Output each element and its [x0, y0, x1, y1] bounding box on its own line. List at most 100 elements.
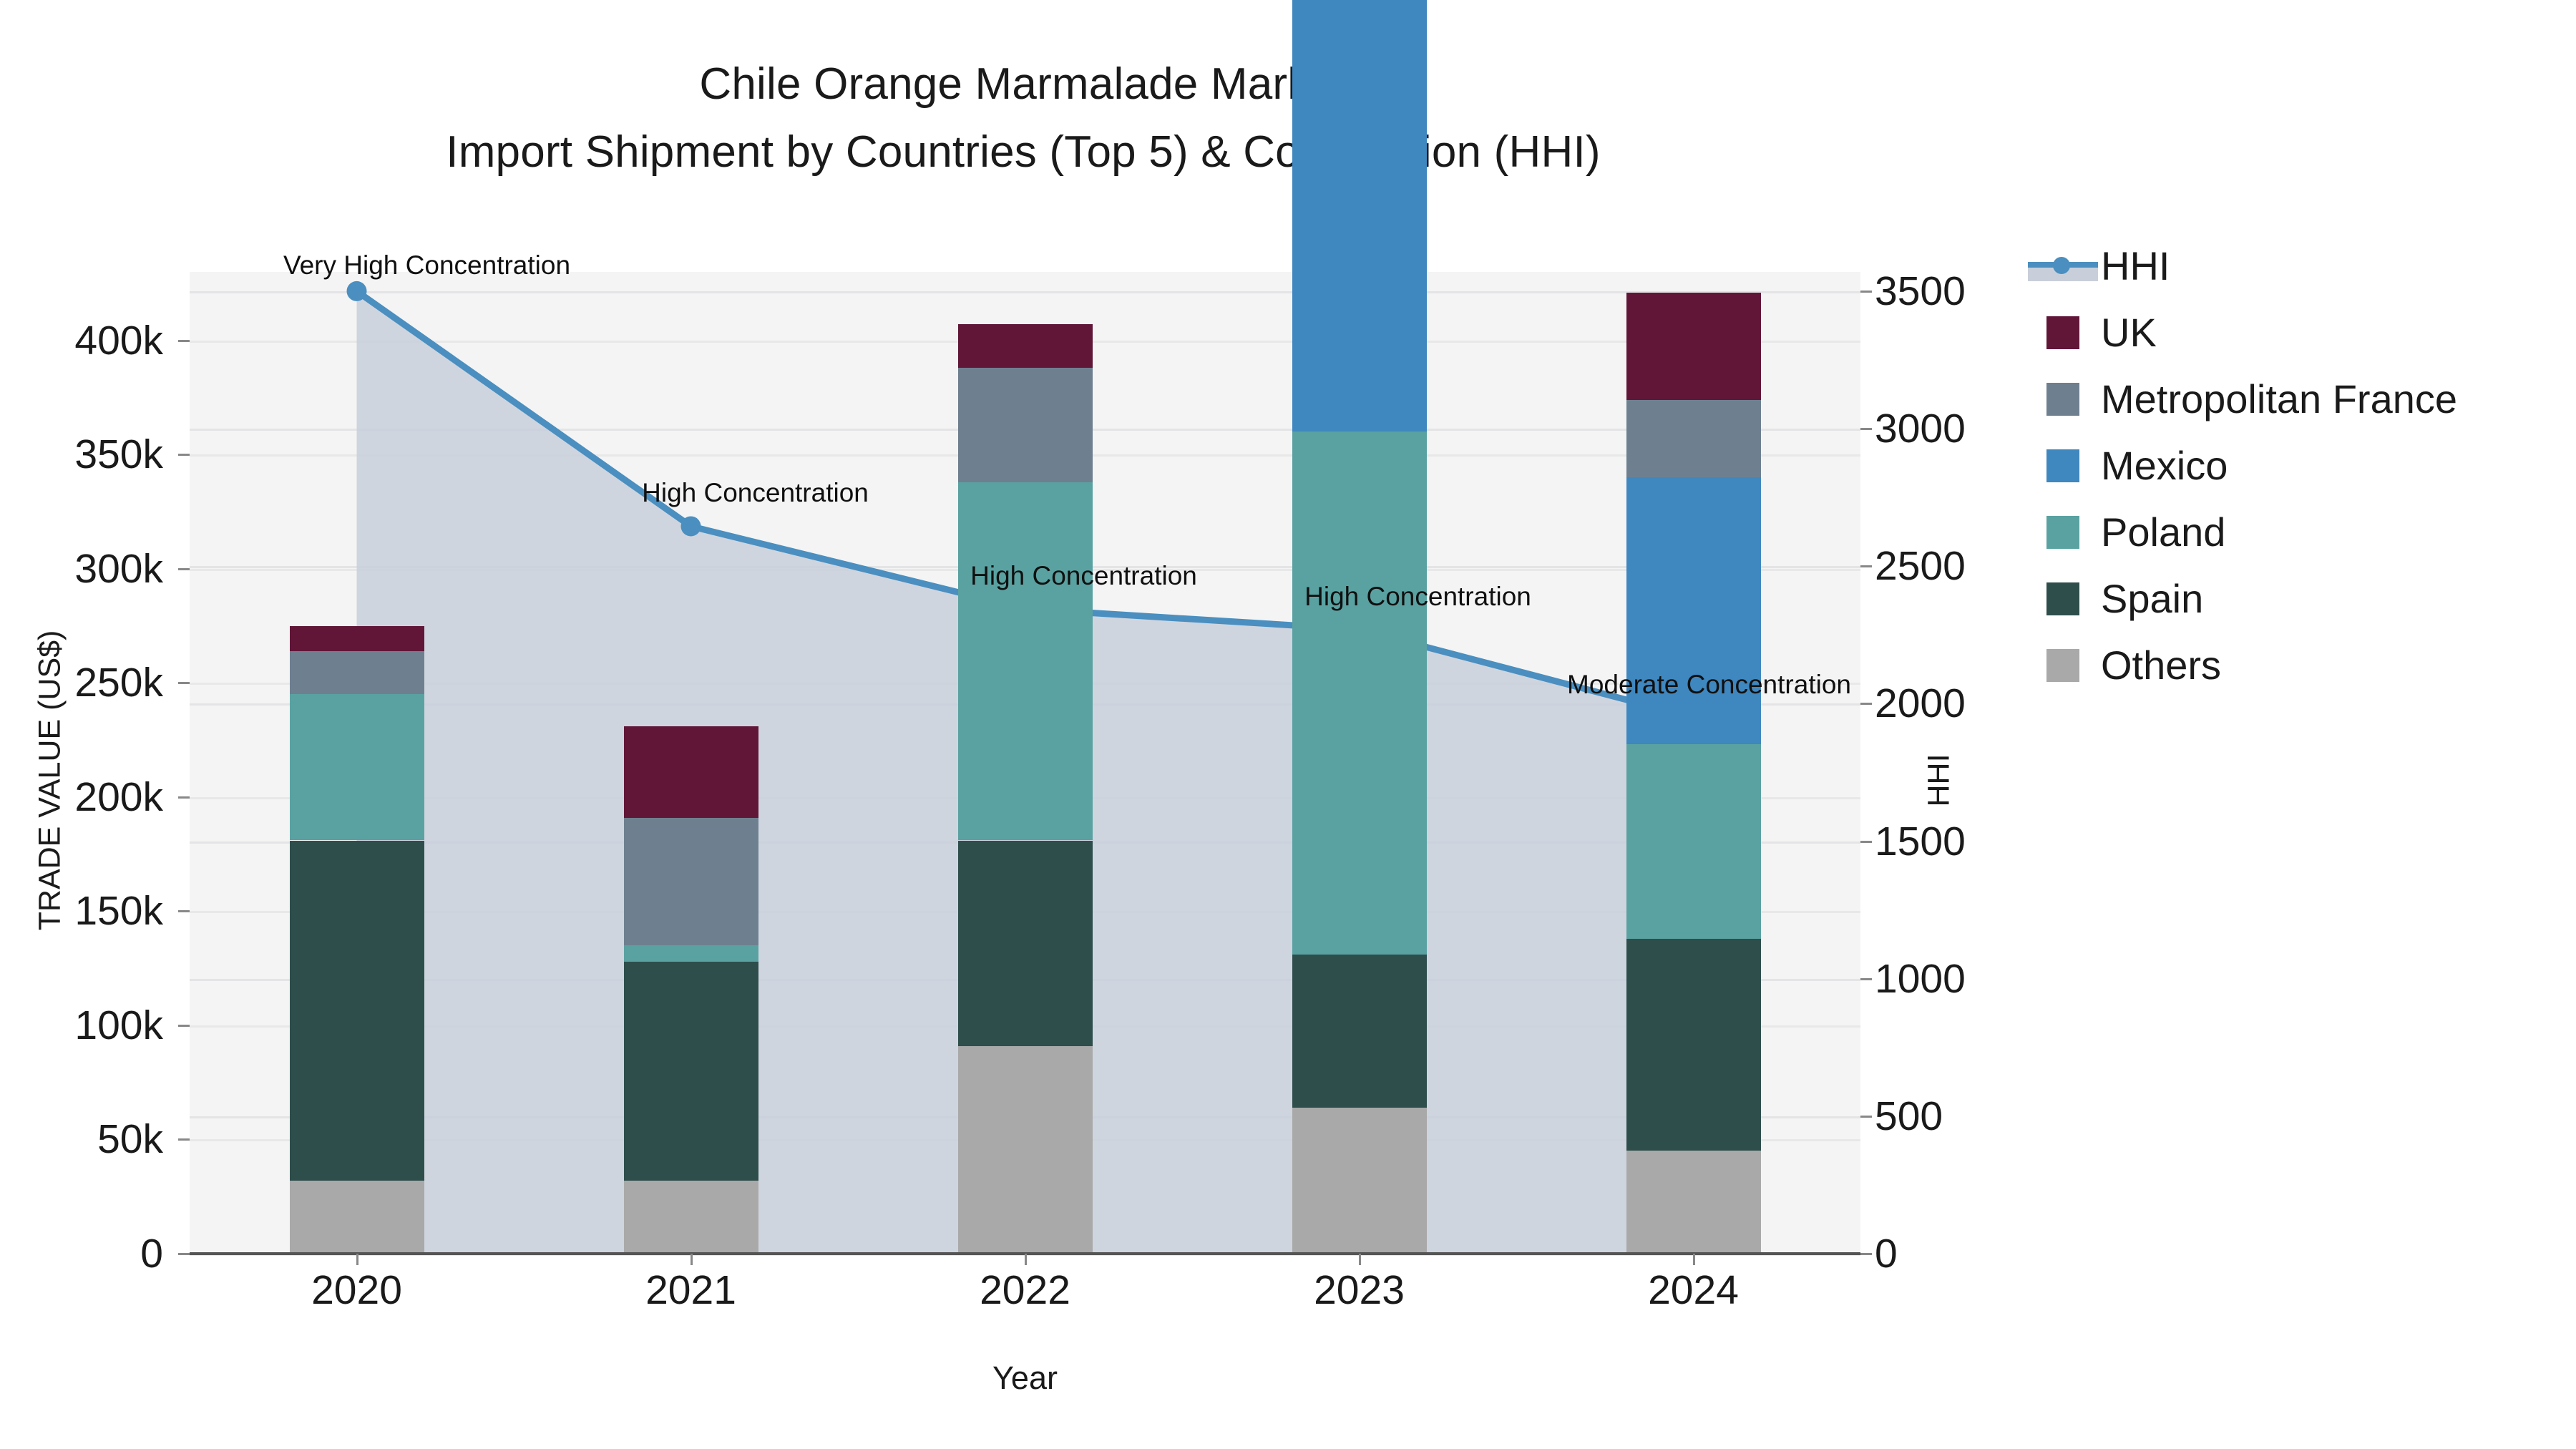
legend-item-uk[interactable]: UK: [2046, 299, 2562, 366]
y-axis-left-tick-label: 100k: [74, 1002, 163, 1048]
bar-segment-poland[interactable]: [623, 945, 758, 962]
bar-segment-metropolitan-france[interactable]: [957, 368, 1093, 482]
plot-area: Very High Concentration High Concentratio…: [190, 0, 1860, 1256]
legend-color-swatch: [2046, 515, 2079, 549]
y-axis-right-tick-mark: [1860, 428, 1872, 431]
bar-segment-poland[interactable]: [957, 482, 1093, 841]
bar-segment-spain[interactable]: [623, 961, 758, 1181]
y-axis-left-tick-label: 400k: [74, 317, 163, 364]
bar-stack-2022[interactable]: [957, 272, 1093, 1254]
hhi-annotation: High Concentration: [970, 560, 1197, 590]
x-axis-tick-label: 2024: [1648, 1267, 1739, 1313]
x-axis-title: Year: [992, 1360, 1058, 1396]
bar-segment-poland[interactable]: [289, 694, 424, 841]
y-axis-right-tick-label: 3000: [1875, 406, 1966, 452]
hhi-annotation: Moderate Concentration: [1567, 669, 1851, 699]
y-axis-right-tick-mark: [1860, 703, 1872, 706]
bar-segment-uk[interactable]: [1626, 292, 1761, 400]
x-axis-tick-mark: [1024, 1254, 1027, 1265]
y-axis-left-tick-label: 250k: [74, 660, 163, 706]
y-axis-right-tick-mark: [1860, 1115, 1872, 1118]
y-axis-right-tick-mark: [1860, 977, 1872, 980]
bar-segment-metropolitan-france[interactable]: [623, 817, 758, 946]
legend-item-label: Others: [2101, 642, 2222, 688]
y-axis-right-tick-mark: [1860, 840, 1872, 843]
legend-color-swatch: [2046, 382, 2079, 416]
y-axis-right-tick-mark: [1860, 290, 1872, 293]
legend-item-metropolitan-france[interactable]: Metropolitan France: [2046, 366, 2562, 432]
legend-color-swatch: [2046, 449, 2079, 482]
y-axis-left-tick-mark: [178, 339, 190, 342]
bar-stack-2023[interactable]: [1292, 0, 1427, 1254]
hhi-annotation: High Concentration: [1304, 581, 1531, 611]
x-axis-tick-mark: [690, 1254, 693, 1265]
y-axis-right-tick-label: 1500: [1875, 818, 1966, 864]
bar-segment-mexico[interactable]: [1626, 477, 1761, 745]
x-axis-tick-label: 2020: [311, 1267, 402, 1313]
legend-line-dot: [2053, 256, 2070, 274]
y-axis-left-tick-mark: [178, 1253, 190, 1255]
legend-item-poland[interactable]: Poland: [2046, 499, 2562, 565]
bar-segment-poland[interactable]: [1292, 431, 1427, 955]
legend-color-swatch: [2046, 316, 2079, 349]
bar-stack-2020[interactable]: [289, 272, 424, 1254]
y-axis-left-tick-label: 350k: [74, 431, 163, 478]
bar-stack-2021[interactable]: [623, 272, 758, 1254]
x-axis-tick-mark: [356, 1254, 358, 1265]
legend-item-label: HHI: [2101, 243, 2170, 288]
y-axis-left-tick-mark: [178, 1024, 190, 1027]
bar-segment-spain[interactable]: [289, 840, 424, 1181]
chart-title-line-2: Import Shipment by Countries (Top 5) & C…: [446, 127, 1601, 177]
y-axis-right-tick-label: 2000: [1875, 680, 1966, 727]
x-axis-tick-mark: [1692, 1254, 1695, 1265]
legend-item-label: Spain: [2101, 575, 2204, 621]
bar-segment-others[interactable]: [1626, 1151, 1761, 1254]
bar-segment-others[interactable]: [957, 1045, 1093, 1254]
legend-item-label: UK: [2101, 309, 2157, 355]
bar-segment-spain[interactable]: [1292, 955, 1427, 1108]
y-axis-right-tick-label: 1000: [1875, 955, 1966, 1002]
bar-segment-others[interactable]: [1292, 1107, 1427, 1254]
bar-segment-uk[interactable]: [957, 324, 1093, 369]
bar-segment-spain[interactable]: [957, 840, 1093, 1046]
y-axis-left-title: TRADE VALUE (US$): [32, 630, 67, 931]
bar-segment-mexico[interactable]: [1292, 0, 1427, 432]
legend-item-spain[interactable]: Spain: [2046, 565, 2562, 632]
y-axis-left-tick-mark: [178, 454, 190, 457]
hhi-annotation: High Concentration: [642, 478, 869, 508]
x-axis-tick-mark: [1358, 1254, 1361, 1265]
y-axis-left-tick-mark: [178, 682, 190, 685]
legend-item-mexico[interactable]: Mexico: [2046, 432, 2562, 499]
y-axis-left-tick-label: 150k: [74, 888, 163, 935]
legend-item-label: Poland: [2101, 509, 2226, 555]
y-axis-left-tick-mark: [178, 1138, 190, 1141]
y-axis-right-tick-label: 2500: [1875, 543, 1966, 590]
y-axis-right-tick-mark: [1860, 1253, 1872, 1255]
bar-segment-others[interactable]: [289, 1180, 424, 1254]
bar-segment-others[interactable]: [623, 1180, 758, 1254]
legend-color-swatch: [2046, 648, 2079, 682]
chart-title-line-1: Chile Orange Marmalade Market: [699, 59, 1347, 109]
y-axis-right-tick-label: 3500: [1875, 268, 1966, 314]
hhi-annotation: Very High Concentration: [283, 250, 571, 280]
legend-item-hhi[interactable]: HHI: [2028, 233, 2562, 299]
bar-segment-metropolitan-france[interactable]: [1626, 399, 1761, 478]
bar-segment-poland[interactable]: [1626, 744, 1761, 939]
x-axis-tick-label: 2023: [1314, 1267, 1405, 1313]
legend-item-label: Mexico: [2101, 442, 2228, 488]
x-axis-tick-label: 2022: [980, 1267, 1070, 1313]
bar-segment-spain[interactable]: [1626, 938, 1761, 1151]
y-axis-right-tick-label: 500: [1875, 1093, 1943, 1139]
legend-item-others[interactable]: Others: [2046, 632, 2562, 698]
bar-stack-2024[interactable]: [1626, 272, 1761, 1254]
bar-segment-uk[interactable]: [623, 726, 758, 818]
bar-segment-uk[interactable]: [289, 625, 424, 651]
y-axis-left-tick-mark: [178, 910, 190, 913]
bar-segment-metropolitan-france[interactable]: [289, 650, 424, 695]
chart-legend: HHI UK Metropolitan France Mexico Poland Spai…: [2028, 233, 2562, 698]
y-axis-left-tick-mark: [178, 567, 190, 570]
y-axis-left-tick-label: 200k: [74, 774, 163, 820]
y-axis-left-tick-label: 50k: [97, 1116, 163, 1163]
x-axis-tick-label: 2021: [645, 1267, 736, 1313]
